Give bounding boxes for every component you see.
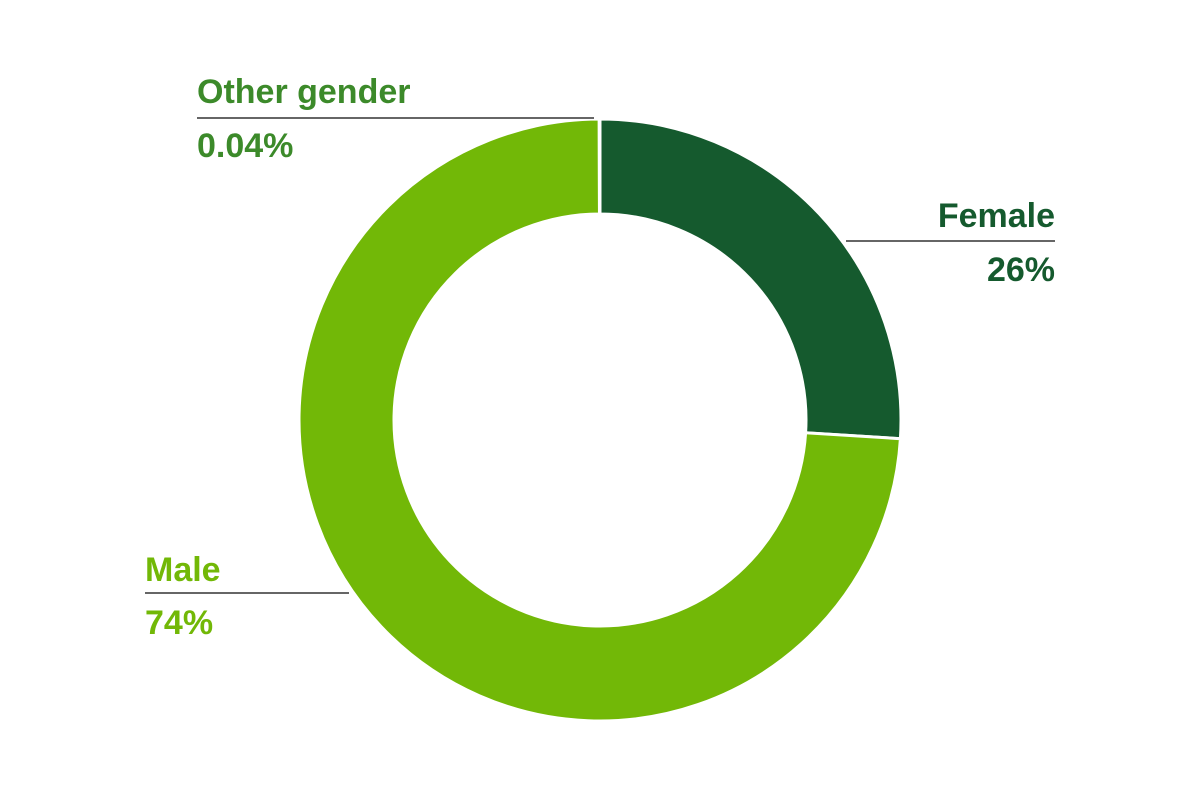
leader-lines [145,117,1055,594]
slice-other-gender [597,117,602,216]
label-other-gender: Other gender [197,73,410,111]
donut-slices [297,117,903,723]
slice-male [297,117,903,723]
value-male: 74% [145,604,213,642]
value-female: 26% [987,251,1055,289]
value-other-gender: 0.04% [197,127,293,165]
label-male: Male [145,551,221,589]
label-female: Female [938,197,1055,235]
slice-female [598,117,903,441]
